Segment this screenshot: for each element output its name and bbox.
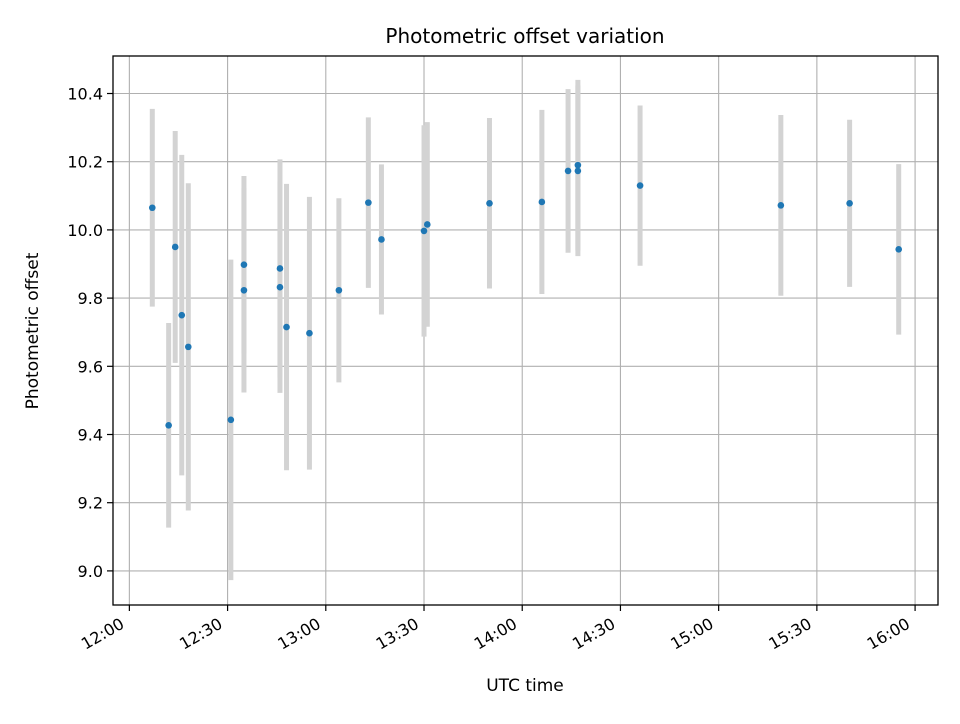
x-tick-label: 16:00	[864, 614, 913, 654]
x-axis-title: UTC time	[486, 676, 564, 696]
data-point	[306, 329, 313, 337]
x-axis: 12:00 12:30 13:00 13:30 14:00 14:30 15:00 15:30…	[78, 605, 916, 654]
data-points	[148, 161, 903, 429]
chart-title: Photometric offset variation	[385, 24, 664, 48]
plot-area-frame	[112, 55, 939, 606]
data-point	[283, 323, 290, 331]
data-point	[636, 182, 644, 189]
data-point	[564, 167, 572, 175]
data-point	[165, 421, 172, 429]
x-tick-label: 15:30	[765, 614, 814, 654]
x-tick-label: 13:30	[373, 614, 422, 654]
data-point	[420, 227, 428, 235]
data-point	[895, 246, 903, 253]
data-point	[335, 286, 343, 294]
data-point	[184, 343, 192, 351]
data-point	[574, 167, 582, 175]
x-tick-label: 12:30	[176, 614, 225, 654]
data-point	[240, 261, 248, 268]
data-point	[846, 200, 853, 207]
data-point	[276, 283, 284, 291]
x-tick-label: 15:00	[667, 614, 716, 654]
y-tick-label: 9.8	[78, 289, 103, 308]
data-point	[276, 265, 284, 272]
data-point	[171, 243, 179, 251]
y-tick-label: 10.0	[67, 221, 103, 240]
data-point	[227, 416, 235, 424]
data-point	[178, 311, 186, 319]
data-point	[378, 236, 385, 243]
data-point	[486, 200, 493, 207]
data-point	[423, 221, 431, 228]
y-tick-label: 9.0	[78, 562, 103, 581]
x-tick-label: 12:00	[78, 614, 127, 654]
data-point	[777, 202, 785, 209]
data-point	[240, 286, 248, 294]
data-point	[538, 198, 546, 206]
y-tick-label: 10.4	[67, 85, 103, 104]
y-tick-label: 10.2	[67, 153, 103, 172]
x-tick-label: 14:00	[471, 614, 520, 654]
grid	[113, 56, 938, 605]
y-tick-label: 9.2	[78, 494, 103, 513]
data-point	[365, 199, 372, 206]
x-tick-label: 14:30	[569, 614, 618, 654]
data-point	[574, 161, 582, 169]
y-tick-label: 9.4	[78, 426, 103, 445]
y-tick-label: 9.6	[78, 357, 103, 376]
y-axis: 9.0 9.2 9.4 9.6 9.8 10.0 10.2 10.4	[67, 85, 113, 581]
x-tick-label: 13:00	[274, 614, 323, 654]
data-point	[148, 204, 156, 212]
y-axis-title: Photometric offset	[23, 252, 43, 409]
error-bars	[149, 79, 902, 581]
